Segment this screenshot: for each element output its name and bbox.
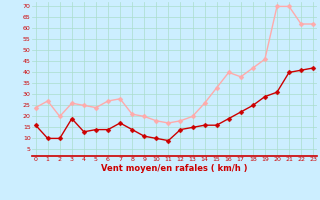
X-axis label: Vent moyen/en rafales ( km/h ): Vent moyen/en rafales ( km/h ): [101, 164, 248, 173]
